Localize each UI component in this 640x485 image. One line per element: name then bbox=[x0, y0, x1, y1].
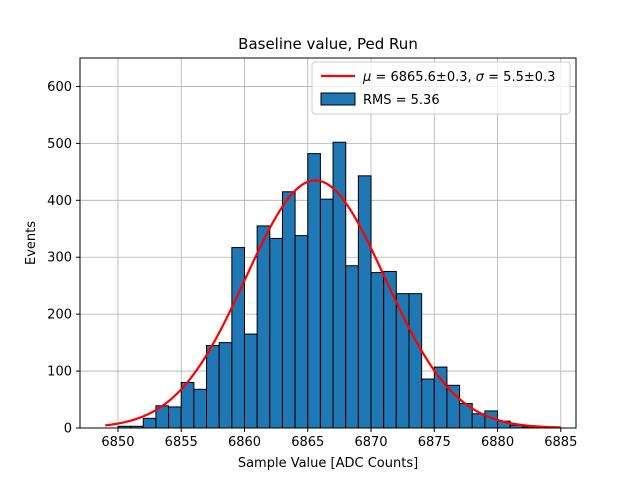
x-tick-label: 6870 bbox=[354, 435, 387, 450]
x-tick-label: 6875 bbox=[418, 435, 451, 450]
legend-box bbox=[311, 61, 571, 115]
y-tick-label: 500 bbox=[47, 137, 72, 152]
histogram-bar bbox=[168, 406, 182, 429]
histogram-bar bbox=[370, 272, 385, 429]
legend: μ = 6865.6±0.3, σ = 5.5±0.3 RMS = 5.36 bbox=[311, 61, 571, 115]
histogram-bar bbox=[218, 342, 233, 429]
y-tick-label: 100 bbox=[47, 365, 72, 380]
histogram-bar bbox=[142, 417, 157, 429]
histogram-bar bbox=[269, 237, 283, 429]
histogram-bar bbox=[433, 366, 448, 429]
legend-fit-sigma: σ bbox=[476, 70, 485, 85]
histogram-bar bbox=[319, 198, 334, 429]
legend-fit-label: μ = 6865.6±0.3, σ = 5.5±0.3 bbox=[362, 70, 555, 85]
histogram-bar bbox=[231, 247, 245, 429]
y-tick-label: 0 bbox=[64, 422, 72, 437]
legend-hist-swatch bbox=[320, 92, 356, 106]
x-tick-label: 6880 bbox=[481, 435, 514, 450]
chart-title: Baseline value, Ped Run bbox=[238, 35, 418, 53]
histogram-bar bbox=[421, 378, 435, 429]
x-tick-label: 6885 bbox=[544, 435, 577, 450]
x-tick-label: 6850 bbox=[101, 435, 134, 450]
histogram-bar bbox=[256, 225, 271, 429]
x-axis-ticks: 6850 6855 6860 6865 6870 6875 6880 6885 bbox=[101, 428, 577, 450]
x-tick-label: 6865 bbox=[291, 435, 324, 450]
histogram-bar bbox=[471, 413, 486, 429]
histogram-bar bbox=[206, 344, 220, 429]
x-axis-label: Sample Value [ADC Counts] bbox=[238, 456, 418, 471]
histogram-bar bbox=[307, 153, 321, 429]
legend-fit-mu: μ bbox=[362, 70, 371, 85]
histogram-bar bbox=[357, 175, 372, 429]
histogram-bar bbox=[383, 270, 397, 429]
histogram-bar bbox=[332, 141, 347, 429]
histogram-bar bbox=[408, 293, 423, 429]
legend-hist-label: RMS = 5.36 bbox=[363, 93, 440, 108]
histogram-bar bbox=[180, 381, 195, 429]
y-tick-label: 600 bbox=[47, 80, 72, 95]
fit-curve-group bbox=[105, 179, 561, 429]
axes-frame bbox=[79, 57, 577, 429]
x-tick-label: 6860 bbox=[228, 435, 261, 450]
y-tick-label: 400 bbox=[47, 194, 72, 209]
y-axis-ticks: 0 100 200 300 400 500 600 bbox=[47, 80, 80, 437]
histogram-bar bbox=[281, 191, 296, 429]
histogram-bar bbox=[294, 235, 309, 429]
histogram-bars bbox=[117, 141, 549, 429]
histogram-bar bbox=[193, 388, 208, 429]
y-axis-label: Events bbox=[24, 221, 39, 265]
histogram-bar bbox=[345, 265, 359, 429]
legend-fit-sigma-value: = 5.5±0.3 bbox=[484, 70, 555, 85]
fit-curve bbox=[105, 179, 561, 429]
y-tick-label: 200 bbox=[47, 308, 72, 323]
y-tick-label: 300 bbox=[47, 251, 72, 266]
legend-fit-mu-value: = 6865.6±0.3, bbox=[371, 70, 475, 85]
histogram-bar bbox=[243, 333, 258, 429]
x-tick-label: 6855 bbox=[165, 435, 198, 450]
